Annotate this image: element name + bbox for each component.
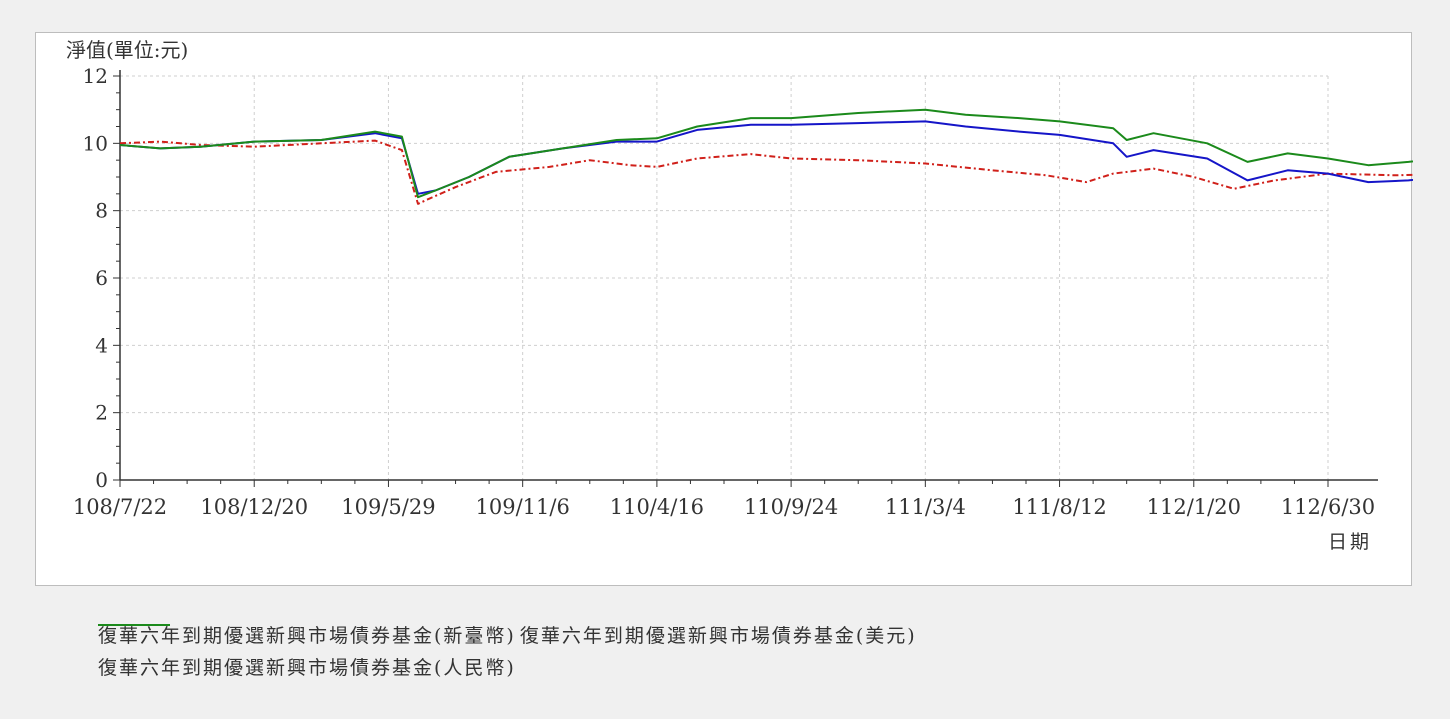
legend-label-twd: 復華六年到期優選新興市場債券基金(新臺幣) [98,624,516,647]
y-tick-label-6: 12 [83,64,108,88]
y-axis-title: 淨值(單位:元) [66,38,188,62]
y-tick-label-1: 2 [95,401,108,425]
legend: 復華六年到期優選新興市場債券基金(新臺幣) 復華六年到期優選新興市場債券基金(美… [98,618,1398,682]
legend-row-2: 復華六年到期優選新興市場債券基金(人民幣) [98,624,1398,682]
legend-row-1: 復華六年到期優選新興市場債券基金(新臺幣) 復華六年到期優選新興市場債券基金(美… [98,618,1398,650]
x-tick-label-2: 109/5/29 [341,495,435,519]
legend-label-cny: 復華六年到期優選新興市場債券基金(人民幣) [98,656,516,679]
x-tick-label-4: 110/4/16 [610,495,704,519]
x-tick-label-6: 111/3/4 [885,495,966,519]
y-tick-label-0: 0 [95,468,108,492]
series-line-0 [119,139,1413,205]
x-tick-label-7: 111/8/12 [1012,495,1106,519]
chart-panel: 0 2 4 6 8 10 12 108/7/22 108/12/20 109/5/29 109/11… [35,32,1413,586]
x-tick-label-3: 109/11/6 [476,495,570,519]
x-axis-title: 日期 [1328,531,1372,553]
series-line-1 [119,120,1413,195]
legend-item-cny: 復華六年到期優選新興市場債券基金(人民幣) [98,624,516,680]
legend-item-usd: 復華六年到期優選新興市場債券基金(美元) [98,621,917,648]
legend-label-usd: 復華六年到期優選新興市場債券基金(美元) [519,624,917,647]
y-tick-label-2: 4 [95,333,108,357]
line-chart: 0 2 4 6 8 10 12 108/7/22 108/12/20 109/5/29 109/11… [66,38,1413,553]
x-tick-label-5: 110/9/24 [744,495,838,519]
y-tick-label-5: 10 [83,131,108,155]
legend-swatch-cny [98,624,170,626]
x-tick-label-8: 112/1/20 [1147,495,1241,519]
x-tick-label-0: 108/7/22 [73,495,167,519]
y-tick-label-3: 6 [95,266,108,290]
y-tick-label-4: 8 [95,199,108,223]
series-line-2 [119,108,1413,199]
x-tick-label-9: 112/6/30 [1281,495,1375,519]
x-tick-label-1: 108/12/20 [200,495,308,519]
